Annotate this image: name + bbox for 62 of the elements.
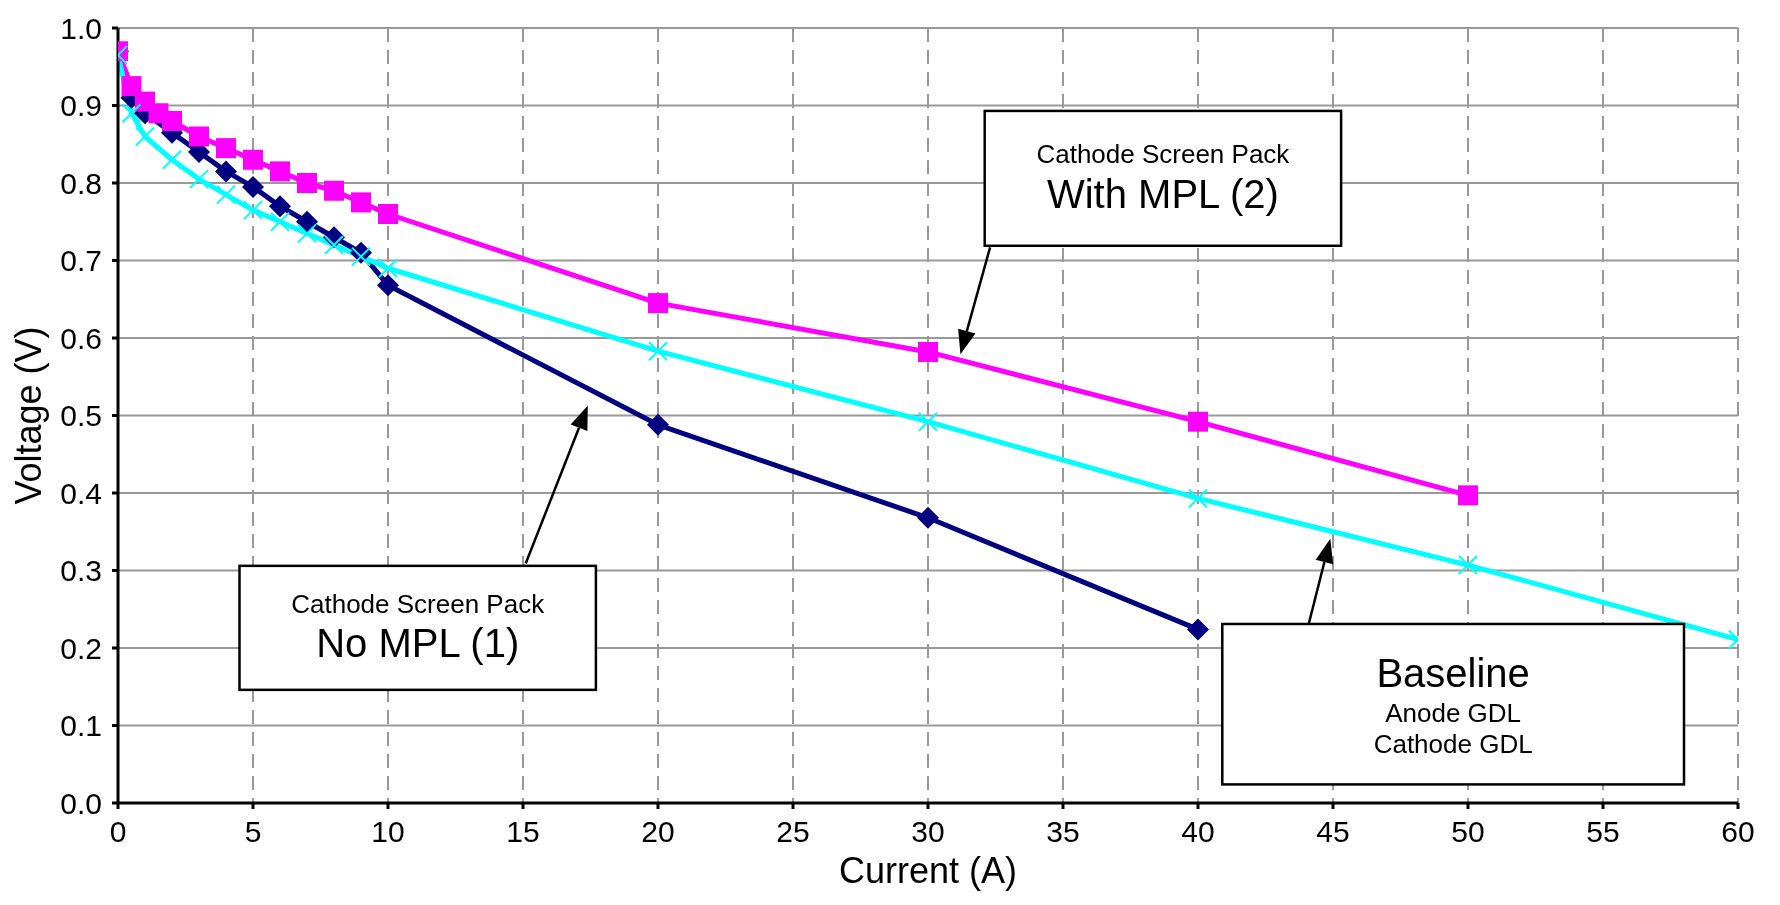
point: [1188, 411, 1208, 432]
x-tick-label: 25: [776, 815, 810, 849]
x-tick-label: 50: [1451, 815, 1485, 849]
y-tick-label: 0.7: [60, 244, 102, 278]
y-tick-label: 0.3: [60, 554, 102, 588]
x-tick-label: 5: [244, 815, 262, 849]
y-tick-label: 0.9: [60, 89, 102, 123]
point: [297, 223, 317, 244]
x-tick-label: 15: [506, 815, 540, 849]
point: [297, 173, 317, 193]
point: [918, 411, 938, 432]
point: [162, 111, 182, 131]
point: [121, 103, 142, 124]
point: [324, 180, 344, 201]
point: [377, 274, 399, 297]
point: [270, 211, 290, 232]
point: [121, 76, 142, 97]
x-tick-label: 30: [911, 815, 945, 849]
annotation: Cathode Screen Pack With MPL (2): [1036, 139, 1291, 216]
annotation: Baseline Anode GDL Cathode GDL: [1373, 650, 1533, 759]
y-tick-label: 0.4: [60, 476, 102, 510]
point: [918, 341, 938, 362]
point: [648, 293, 668, 314]
point: [1188, 488, 1208, 509]
point: [351, 192, 371, 213]
point: [243, 149, 263, 170]
point: [378, 258, 398, 279]
point: [351, 246, 371, 267]
point: [216, 138, 236, 159]
y-axis-title: Voltage (V): [7, 326, 49, 505]
point: [647, 413, 669, 436]
point: [216, 184, 236, 205]
x-tick-label: 55: [1586, 815, 1620, 849]
point: [648, 341, 668, 362]
y-tick-label: 0.1: [60, 709, 102, 743]
point: [1458, 555, 1478, 576]
point: [269, 195, 291, 218]
point: [378, 204, 398, 224]
x-tick-label: 35: [1046, 815, 1080, 849]
y-tick-label: 0.6: [60, 321, 102, 355]
point: [324, 235, 344, 255]
x-tick-label: 60: [1721, 815, 1755, 849]
point: [215, 160, 237, 183]
x-tick-label: 0: [109, 815, 127, 849]
point: [189, 126, 209, 147]
point: [243, 200, 263, 221]
x-tick-label: 45: [1316, 815, 1350, 849]
x-tick-label: 20: [641, 815, 675, 849]
point: [242, 175, 264, 198]
y-tick-label: 0.5: [60, 399, 102, 433]
y-tick-label: 0.2: [60, 631, 102, 665]
point: [917, 506, 939, 529]
annotation: Cathode Screen Pack No MPL (1): [291, 588, 546, 666]
x-axis-title: Current (A): [838, 850, 1018, 891]
y-tick-label: 0.0: [60, 786, 102, 820]
x-tick-label: 10: [371, 815, 405, 849]
point: [270, 161, 290, 182]
y-tick-label: 0.8: [60, 166, 102, 200]
point: [1187, 618, 1209, 641]
x-tick-label: 40: [1181, 815, 1215, 849]
point: [1458, 485, 1478, 506]
y-tick-label: 1.0: [60, 11, 102, 45]
